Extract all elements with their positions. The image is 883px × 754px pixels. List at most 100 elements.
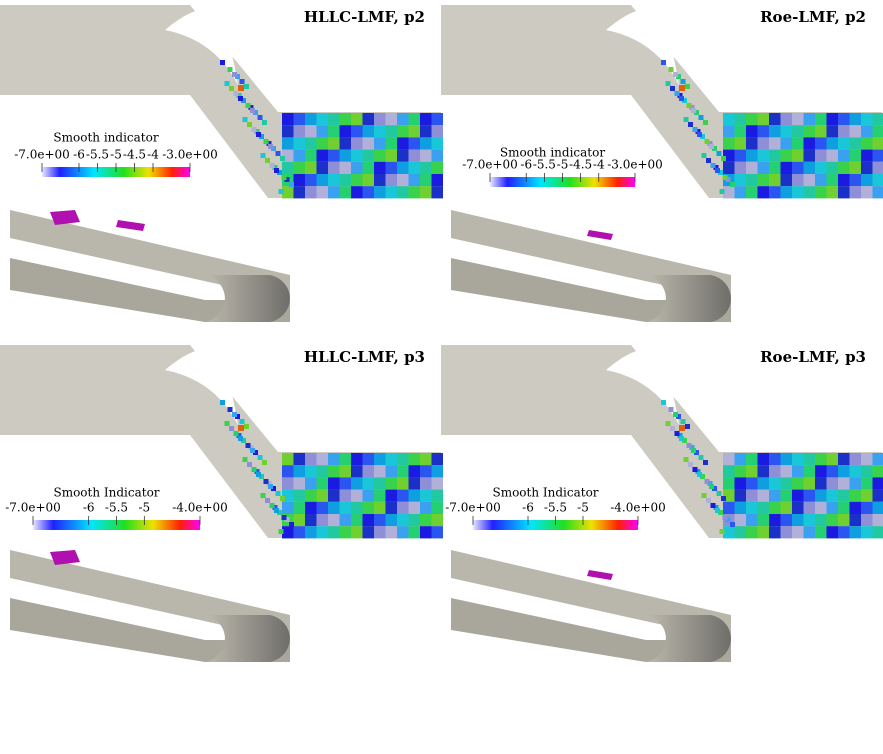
cell [803, 526, 815, 539]
cell [351, 161, 363, 174]
cell [328, 113, 340, 126]
cell [351, 526, 363, 539]
cell [362, 174, 374, 187]
cell [826, 514, 838, 527]
cell [698, 455, 704, 460]
cell [431, 113, 443, 126]
cell [282, 161, 294, 174]
cell [328, 125, 340, 138]
cell [293, 113, 305, 126]
tick-label: -5 [577, 501, 589, 515]
cell [351, 489, 363, 502]
cell [244, 84, 249, 89]
cell [420, 526, 432, 539]
cell [769, 465, 781, 478]
cell [670, 86, 675, 91]
cell [250, 448, 255, 453]
cell [803, 186, 815, 199]
cell [746, 526, 758, 539]
cell [769, 113, 781, 126]
cell [362, 113, 374, 126]
cell [431, 186, 443, 199]
cell [431, 174, 443, 187]
cell [266, 141, 272, 146]
cell [397, 453, 409, 466]
cell [815, 161, 827, 174]
cell [316, 501, 328, 514]
cell [826, 489, 838, 502]
cell [328, 477, 340, 490]
blade [165, 348, 238, 425]
cell [815, 465, 827, 478]
cell [849, 514, 861, 527]
cell [803, 453, 815, 466]
tick-label: -5.5 [533, 158, 556, 172]
cell [872, 125, 883, 138]
cell [803, 137, 815, 150]
cell [408, 453, 420, 466]
cell [757, 489, 769, 502]
cell [316, 161, 328, 174]
cell [328, 186, 340, 199]
cell [316, 526, 328, 539]
cell [792, 149, 804, 162]
cell [232, 412, 237, 417]
cell [780, 477, 792, 490]
cell [274, 168, 279, 173]
cell [374, 137, 386, 150]
cell [374, 186, 386, 199]
cell [374, 113, 386, 126]
cell [229, 426, 234, 431]
cell [688, 462, 693, 467]
cell [431, 125, 443, 138]
cell [694, 110, 699, 115]
cell [815, 526, 827, 539]
cell [420, 125, 432, 138]
tick-label: -5 [110, 148, 122, 162]
cell [284, 517, 290, 522]
cell [769, 526, 781, 539]
cell [849, 137, 861, 150]
beam-bottom [451, 258, 731, 322]
cell [351, 501, 363, 514]
cell [746, 501, 758, 514]
cell [282, 453, 294, 466]
cell [674, 91, 680, 96]
cell [274, 508, 279, 513]
cell [716, 491, 722, 496]
cell [339, 186, 351, 199]
cell [362, 501, 374, 514]
beam-bottom [10, 598, 290, 662]
cell [305, 149, 317, 162]
tick-label: -4 [147, 148, 159, 162]
cell [220, 60, 225, 65]
cell [792, 161, 804, 174]
cell [734, 526, 746, 539]
cell [362, 477, 374, 490]
cell [719, 189, 725, 194]
cell [691, 108, 696, 113]
cell [374, 477, 386, 490]
cell [734, 174, 746, 187]
cell [861, 514, 873, 527]
cell [305, 161, 317, 174]
cell [269, 163, 275, 168]
cell [703, 120, 708, 125]
cell [266, 481, 272, 486]
cell [792, 137, 804, 150]
cell [746, 149, 758, 162]
cell [718, 510, 723, 515]
cell [757, 514, 769, 527]
cell [245, 103, 251, 108]
cell [431, 526, 443, 539]
cell [803, 489, 815, 502]
cell [746, 477, 758, 490]
cell [676, 74, 681, 79]
cell [695, 129, 701, 134]
cell [679, 96, 684, 101]
block [587, 230, 613, 240]
cell [723, 489, 735, 502]
cell [695, 469, 701, 474]
cell [316, 186, 328, 199]
cell [282, 137, 294, 150]
